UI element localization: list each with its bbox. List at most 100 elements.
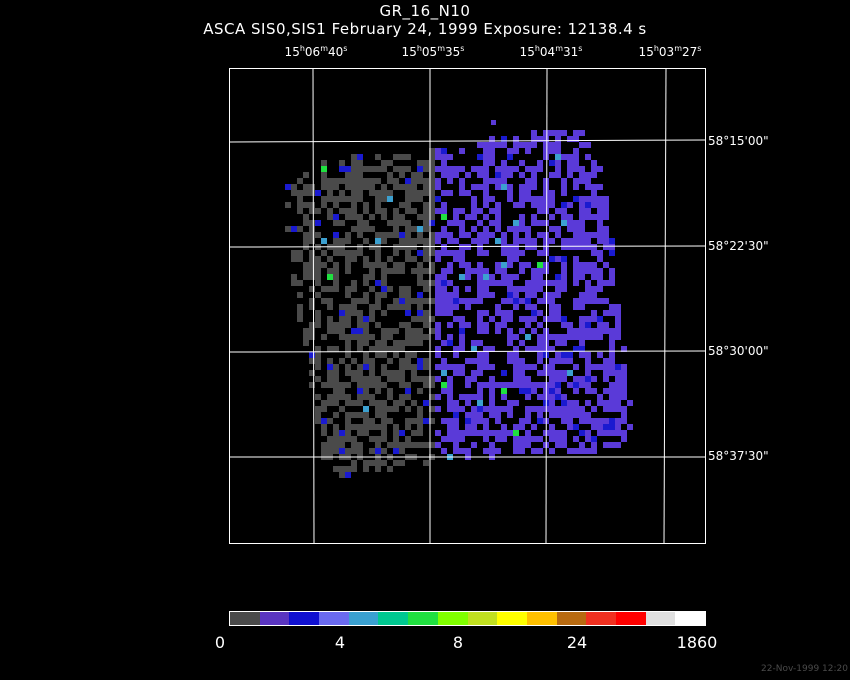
count-pixel — [495, 322, 501, 328]
count-pixel — [543, 136, 549, 142]
count-pixel — [591, 214, 597, 220]
count-pixel — [609, 304, 615, 310]
count-pixel — [417, 334, 423, 340]
count-pixel — [321, 418, 327, 424]
count-pixel — [543, 190, 549, 196]
count-pixel — [381, 328, 387, 334]
count-pixel — [423, 358, 429, 364]
count-pixel — [567, 334, 573, 340]
count-pixel — [351, 424, 357, 430]
count-pixel — [351, 172, 357, 178]
count-pixel — [399, 166, 405, 172]
count-pixel — [465, 400, 471, 406]
xray-image-plot[interactable] — [229, 68, 706, 544]
count-pixel — [603, 202, 609, 208]
count-pixel — [435, 154, 441, 160]
count-pixel — [537, 358, 543, 364]
count-pixel — [549, 256, 555, 262]
count-pixel — [603, 370, 609, 376]
count-pixel — [603, 226, 609, 232]
count-pixel — [363, 220, 369, 226]
count-pixel — [531, 136, 537, 142]
count-pixel — [363, 202, 369, 208]
count-pixel — [447, 154, 453, 160]
count-pixel — [375, 400, 381, 406]
count-pixel — [471, 196, 477, 202]
count-pixel — [591, 418, 597, 424]
count-pixel — [393, 328, 399, 334]
count-pixel — [447, 298, 453, 304]
count-pixel — [429, 328, 435, 334]
count-pixel — [591, 388, 597, 394]
count-pixel — [501, 322, 507, 328]
count-pixel — [405, 220, 411, 226]
count-pixel — [507, 352, 513, 358]
count-pixel — [561, 178, 567, 184]
count-pixel — [543, 154, 549, 160]
count-pixel — [423, 442, 429, 448]
count-pixel — [321, 238, 327, 244]
count-pixel — [471, 340, 477, 346]
count-pixel — [543, 178, 549, 184]
count-pixel — [525, 316, 531, 322]
count-pixel — [615, 424, 621, 430]
count-pixel — [447, 406, 453, 412]
count-pixel — [381, 208, 387, 214]
count-pixel — [375, 388, 381, 394]
count-pixel — [561, 406, 567, 412]
count-pixel — [327, 358, 333, 364]
count-pixel — [351, 256, 357, 262]
count-pixel — [375, 412, 381, 418]
count-pixel — [513, 400, 519, 406]
count-pixel — [489, 448, 495, 454]
count-pixel — [423, 160, 429, 166]
count-pixel — [495, 172, 501, 178]
count-pixel — [603, 322, 609, 328]
count-pixel — [513, 352, 519, 358]
count-pixel — [573, 262, 579, 268]
count-pixel — [303, 328, 309, 334]
count-pixel — [459, 394, 465, 400]
count-pixel — [507, 256, 513, 262]
count-pixel — [591, 232, 597, 238]
count-pixel — [321, 442, 327, 448]
count-pixel — [453, 238, 459, 244]
count-pixel — [591, 196, 597, 202]
count-pixel — [375, 262, 381, 268]
count-pixel — [597, 208, 603, 214]
count-pixel — [567, 352, 573, 358]
count-pixel — [555, 142, 561, 148]
count-pixel — [369, 310, 375, 316]
count-pixel — [435, 304, 441, 310]
count-pixel — [477, 298, 483, 304]
count-pixel — [561, 190, 567, 196]
count-pixel — [459, 178, 465, 184]
count-pixel — [471, 166, 477, 172]
count-pixel — [567, 166, 573, 172]
count-pixel — [537, 262, 543, 268]
count-pixel — [585, 298, 591, 304]
count-pixel — [321, 298, 327, 304]
count-pixel — [537, 394, 543, 400]
count-pixel — [567, 244, 573, 250]
count-pixel — [501, 310, 507, 316]
count-pixel — [555, 274, 561, 280]
count-pixel — [471, 418, 477, 424]
count-pixel — [321, 262, 327, 268]
count-pixel — [585, 334, 591, 340]
count-pixel — [573, 136, 579, 142]
count-pixel — [435, 346, 441, 352]
count-pixel — [345, 286, 351, 292]
count-pixel — [327, 442, 333, 448]
count-pixel — [327, 316, 333, 322]
count-pixel — [405, 406, 411, 412]
count-pixel — [381, 400, 387, 406]
count-pixel — [585, 280, 591, 286]
count-pixel — [525, 412, 531, 418]
count-pixel — [579, 304, 585, 310]
count-pixel — [459, 250, 465, 256]
count-pixel — [381, 448, 387, 454]
count-pixel — [303, 340, 309, 346]
count-pixel — [417, 232, 423, 238]
count-pixel — [465, 394, 471, 400]
